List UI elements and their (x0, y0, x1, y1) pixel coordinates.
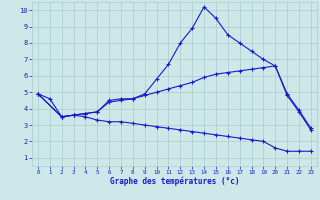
X-axis label: Graphe des températures (°c): Graphe des températures (°c) (110, 177, 239, 186)
